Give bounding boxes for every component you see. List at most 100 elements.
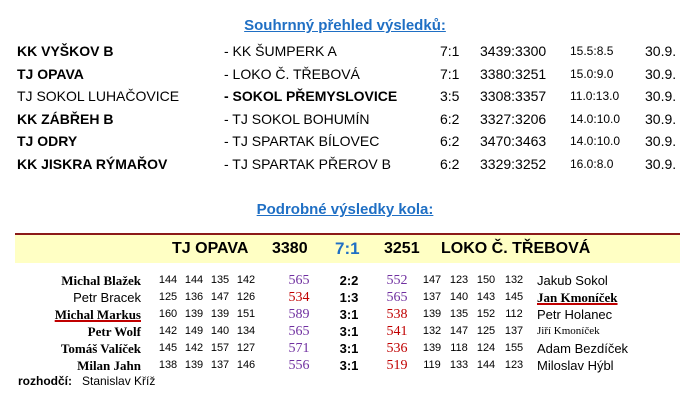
home-player: Milan Jahn (77, 358, 141, 373)
lane-score: 142 (236, 274, 256, 286)
score: 7:1 (440, 43, 460, 59)
lane-score: 144 (184, 274, 204, 286)
score: 7:1 (440, 65, 460, 82)
pins: 3329:3252 (480, 156, 547, 172)
match-header (15, 233, 680, 263)
away-team: - TJ SOKOL BOHUMÍN (224, 110, 370, 127)
points: 3:1 (339, 307, 359, 322)
lane-score: 142 (184, 342, 204, 354)
home-team: TJ ODRY (17, 133, 78, 150)
lane-score: 139 (422, 342, 442, 354)
lane-score: 125 (158, 291, 178, 303)
lane-score: 147 (449, 325, 469, 337)
home-player: Tomáš Valíček (60, 341, 141, 356)
lane-score: 142 (158, 325, 178, 337)
referee-label: rozhodčí: (18, 374, 72, 388)
points: 2:2 (339, 273, 359, 288)
lane-score: 136 (184, 291, 204, 303)
points: 3:1 (339, 358, 359, 373)
pins: 3380:3251 (480, 65, 547, 82)
lane-score: 123 (449, 274, 469, 286)
home-total: 589 (288, 307, 310, 322)
lane-score: 133 (449, 359, 469, 371)
lane-score: 135 (210, 274, 230, 286)
lane-score: 139 (422, 308, 442, 320)
home-total: 534 (288, 290, 310, 305)
lane-score: 155 (504, 342, 524, 354)
lane-score: 140 (449, 291, 469, 303)
pins: 3439:3300 (480, 43, 547, 59)
lane-score: 119 (423, 359, 441, 371)
lane-score: 151 (236, 308, 256, 320)
home-total: 565 (288, 273, 310, 288)
away-player: Jiří Kmoníček (537, 325, 600, 337)
lane-score: 134 (236, 325, 256, 337)
lane-score: 152 (476, 308, 496, 320)
home-player: Petr Wolf (87, 324, 141, 339)
away-player: Jakub Sokol (537, 273, 608, 288)
lane-score: 123 (504, 359, 524, 371)
lane-score: 149 (184, 325, 204, 337)
lane-score: 145 (158, 342, 178, 354)
points: 1:3 (339, 290, 359, 305)
pins: 3327:3206 (480, 110, 547, 127)
lane-score: 150 (476, 274, 496, 286)
score: 6:2 (440, 110, 460, 127)
lane-score: 124 (476, 342, 496, 354)
home-team: KK VYŠKOV B (17, 43, 114, 59)
match-home-total: 3380 (272, 240, 308, 257)
summary-title: Souhrnný přehled výsledků: (244, 17, 446, 34)
home-total: 571 (288, 341, 310, 356)
sets: 15.5:8.5 (570, 44, 614, 58)
lane-score: 112 (505, 308, 523, 320)
home-player: Michal Markus (54, 307, 141, 322)
match-away: LOKO Č. TŘEBOVÁ (441, 240, 591, 257)
lane-score: 143 (476, 291, 496, 303)
referee: Stanislav Kříž (82, 374, 156, 388)
lane-score: 126 (236, 291, 256, 303)
away-team: - TJ SPARTAK PŘEROV B (224, 156, 392, 172)
lane-score: 125 (476, 325, 496, 337)
away-total: 552 (386, 273, 408, 288)
lane-score: 132 (422, 325, 442, 337)
lane-score: 137 (504, 325, 524, 337)
match-away-total: 3251 (384, 240, 420, 257)
lane-score: 135 (449, 308, 469, 320)
lane-score: 137 (210, 359, 230, 371)
lane-score: 157 (210, 342, 230, 354)
away-player: Jan Kmoníček (537, 290, 618, 305)
lane-score: 118 (450, 342, 468, 354)
home-player: Petr Bracek (73, 290, 141, 305)
home-total: 556 (288, 358, 310, 373)
sets: 14.0:10.0 (570, 134, 621, 149)
home-team: KK ZÁBŘEH B (17, 110, 114, 127)
date: 30.9. (645, 65, 677, 82)
away-total: 541 (386, 324, 408, 339)
points: 3:1 (339, 324, 359, 339)
lane-score: 147 (422, 274, 442, 286)
sets: 11.0:13.0 (570, 89, 620, 104)
lane-score: 140 (210, 325, 230, 337)
date: 30.9. (645, 110, 677, 127)
away-player: Petr Holanec (537, 307, 613, 322)
score: 3:5 (440, 88, 460, 105)
away-player: Adam Bezdíček (537, 341, 629, 356)
date: 30.9. (645, 88, 677, 105)
home-team: TJ SOKOL LUHAČOVICE (17, 88, 180, 105)
details-title: Podrobné výsledky kola: (256, 201, 434, 218)
away-team: - TJ SPARTAK BÍLOVEC (224, 133, 380, 150)
away-team: - SOKOL PŘEMYSLOVICE (224, 88, 398, 105)
lane-score: 145 (504, 291, 524, 303)
home-total: 565 (288, 324, 310, 339)
pins: 3308:3357 (480, 88, 547, 105)
away-total: 519 (386, 358, 408, 373)
lane-score: 139 (184, 308, 204, 320)
date: 30.9. (645, 133, 677, 150)
away-total: 565 (386, 290, 408, 305)
lane-score: 144 (476, 359, 496, 371)
match-score: 7:1 (335, 239, 360, 258)
date: 30.9. (645, 43, 677, 59)
away-total: 536 (386, 341, 408, 356)
away-player: Miloslav Hýbl (537, 358, 614, 373)
sets: 14.0:10.0 (570, 111, 621, 126)
